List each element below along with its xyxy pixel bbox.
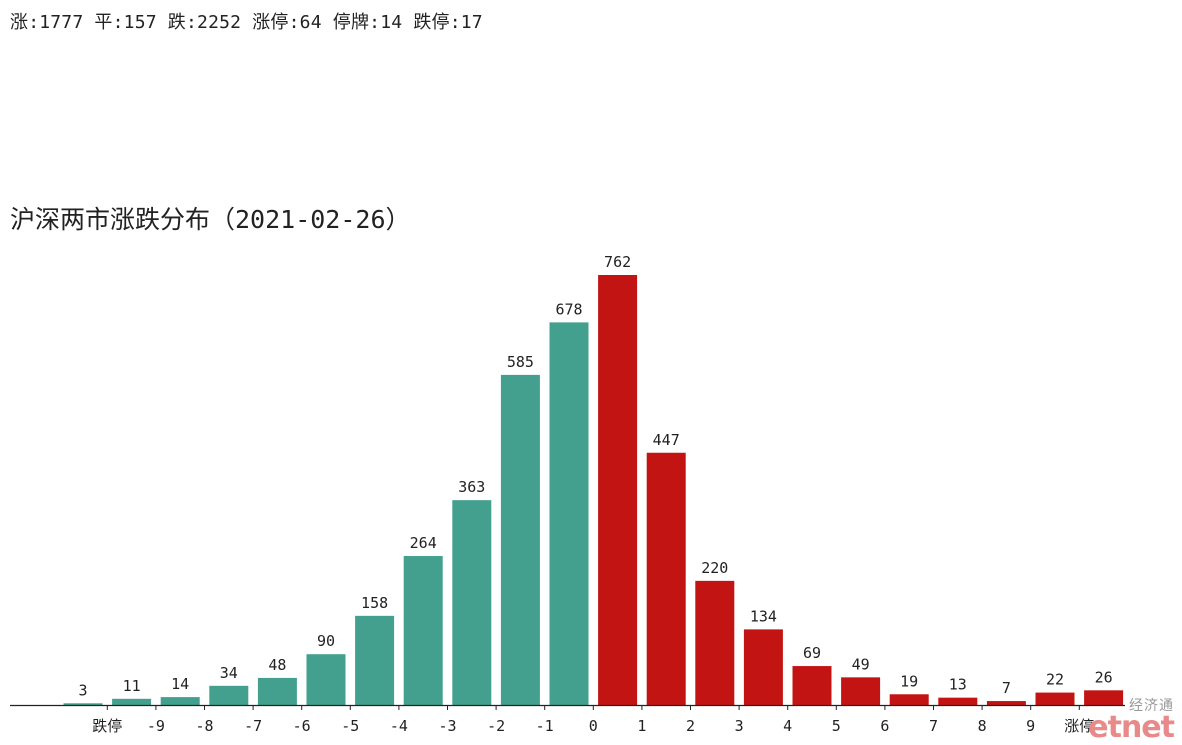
bar-value-label-6: 158	[361, 594, 388, 612]
bar-value-label-2: 14	[171, 675, 189, 693]
x-tick-label-6: -4	[390, 717, 408, 735]
x-tick-label-7: -3	[438, 717, 456, 735]
x-tick-label-16: 6	[880, 717, 889, 735]
bar-3	[209, 685, 249, 705]
bar-15	[792, 666, 832, 705]
bar-value-label-0: 3	[78, 681, 87, 699]
bar-19	[986, 701, 1026, 705]
bar-13	[695, 580, 735, 705]
bar-value-label-4: 48	[268, 656, 286, 674]
bar-value-label-17: 19	[900, 672, 918, 690]
bar-value-label-10: 678	[555, 300, 582, 318]
bar-value-label-3: 34	[220, 664, 238, 682]
bar-value-label-11: 762	[604, 253, 631, 271]
x-tick-label-15: 5	[832, 717, 841, 735]
watermark-chinese: 经济通	[1129, 698, 1174, 714]
bar-0	[63, 703, 103, 705]
x-tick-label-3: -7	[244, 717, 262, 735]
x-tick-label-9: -1	[536, 717, 554, 735]
bar-4	[257, 677, 297, 705]
bar-value-label-19: 7	[1002, 679, 1011, 697]
x-tick-label-2: -8	[195, 717, 213, 735]
bar-21	[1084, 690, 1124, 705]
bar-value-label-5: 90	[317, 632, 335, 650]
bar-6	[355, 615, 395, 705]
bar-9	[500, 374, 540, 705]
x-tick-label-14: 4	[783, 717, 792, 735]
market-stats-summary: 涨:1777 平:157 跌:2252 涨停:64 停牌:14 跌停:17	[10, 12, 483, 33]
bar-value-label-7: 264	[410, 534, 437, 552]
bar-16	[841, 677, 881, 705]
x-tick-label-1: -9	[147, 717, 165, 735]
x-tick-label-0: 跌停	[92, 717, 122, 735]
x-tick-label-17: 7	[929, 717, 938, 735]
x-tick-label-19: 9	[1026, 717, 1035, 735]
bar-value-label-15: 69	[803, 644, 821, 662]
etnet-watermark-logo: 经济通 etnet	[1088, 698, 1175, 745]
bar-value-label-8: 363	[458, 478, 485, 496]
x-tick-label-8: -2	[487, 717, 505, 735]
bar-value-label-16: 49	[852, 655, 870, 673]
bar-value-label-18: 13	[949, 676, 967, 694]
bar-17	[889, 694, 929, 705]
bar-value-label-1: 11	[123, 677, 141, 695]
x-tick-label-11: 1	[637, 717, 646, 735]
bar-20	[1035, 692, 1075, 705]
x-tick-label-12: 2	[686, 717, 695, 735]
bar-10	[549, 322, 589, 705]
x-tick-label-20: 涨停	[1064, 717, 1094, 735]
bar-12	[646, 452, 686, 705]
bar-2	[160, 697, 200, 705]
x-tick-label-18: 8	[978, 717, 987, 735]
x-tick-label-4: -6	[293, 717, 311, 735]
bar-14	[743, 629, 783, 705]
bar-11	[598, 275, 638, 705]
x-tick-label-5: -5	[341, 717, 359, 735]
bar-value-label-12: 447	[653, 431, 680, 449]
bar-value-label-14: 134	[750, 607, 777, 625]
bar-value-label-13: 220	[701, 559, 728, 577]
watermark-english: etnet	[1088, 710, 1175, 745]
x-tick-label-10: 0	[589, 717, 598, 735]
bar-value-label-20: 22	[1046, 671, 1064, 689]
bar-value-label-9: 585	[507, 353, 534, 371]
bar-18	[938, 697, 978, 705]
chart-title: 沪深两市涨跌分布（2021-02-26）	[10, 205, 411, 234]
bar-8	[452, 500, 492, 705]
bar-1	[112, 698, 152, 705]
bar-7	[403, 556, 443, 705]
bar-5	[306, 654, 346, 705]
x-tick-label-13: 3	[735, 717, 744, 735]
bar-value-label-21: 26	[1095, 668, 1113, 686]
